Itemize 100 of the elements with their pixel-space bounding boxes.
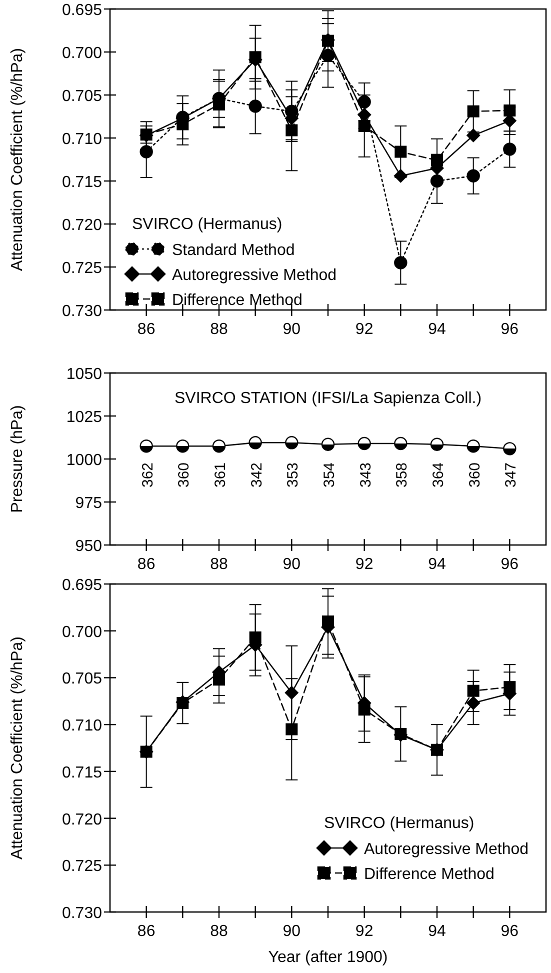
legend-label: Autoregressive Method <box>364 841 529 858</box>
legend-label: Standard Method <box>172 242 295 259</box>
text: SVIRCO STATION (IFSI/La Sapienza Coll.) <box>174 390 482 407</box>
y-tick-label: 0.710 <box>62 718 102 735</box>
x-tick-label: 96 <box>500 556 519 573</box>
y-tick-label: 1050 <box>66 366 102 383</box>
annotation: 343 <box>357 462 374 488</box>
y-tick-label: 0.715 <box>62 764 102 782</box>
x-tick-label: 96 <box>500 923 519 940</box>
legend-label: Difference Method <box>172 292 302 309</box>
point <box>248 436 262 450</box>
annotation: 353 <box>284 462 302 488</box>
point <box>286 723 298 736</box>
point <box>249 51 262 64</box>
x-tick-label: 96 <box>500 321 519 338</box>
y-axis-title: Attenuation Coefficient (%/hPa) <box>9 636 26 860</box>
annotation: 361 <box>212 462 229 488</box>
point <box>394 146 407 158</box>
point <box>321 438 335 451</box>
x-tick-label: 90 <box>282 556 301 573</box>
y-tick-label: 950 <box>75 538 102 555</box>
annotation: 360 <box>466 462 484 488</box>
y-tick-label: 1000 <box>66 452 102 469</box>
point <box>140 145 153 158</box>
point <box>504 104 516 116</box>
y-axis-title: Pressure (hPa) <box>9 405 26 513</box>
x-tick-label: 92 <box>355 923 374 940</box>
x-tick-label: 92 <box>355 321 374 338</box>
point <box>467 684 480 697</box>
x-tick-label: 90 <box>282 923 301 940</box>
y-tick-label: 0.695 <box>62 577 102 594</box>
point <box>285 436 298 450</box>
point <box>467 105 480 118</box>
point <box>431 154 443 166</box>
y-tick-label: 0.725 <box>62 858 102 876</box>
point <box>140 128 152 141</box>
legend-title: SVIRCO (Hermanus) <box>324 815 474 832</box>
y-axis-title: Attenuation Coefficient (%/hPa) <box>9 48 26 271</box>
point <box>430 174 444 188</box>
x-tick-label: 88 <box>210 923 228 940</box>
y-tick-label: 0.720 <box>62 217 102 234</box>
y-tick-label: 975 <box>75 495 102 512</box>
y-tick-label: 0.695 <box>62 2 102 19</box>
point <box>394 256 408 270</box>
legend-title: SVIRCO (Hermanus) <box>132 216 282 233</box>
x-tick-label: 94 <box>428 321 446 338</box>
point <box>140 746 152 758</box>
y-tick-label: 0.720 <box>62 811 102 828</box>
point <box>394 436 408 450</box>
point <box>503 442 516 456</box>
point <box>466 169 480 182</box>
y-tick-label: 1025 <box>66 409 102 426</box>
annotation: 347 <box>502 462 520 488</box>
y-tick-label: 0.705 <box>62 670 102 688</box>
legend-label: Autoregressive Method <box>172 267 337 284</box>
x-tick-label: 86 <box>137 321 156 338</box>
point <box>212 440 226 453</box>
legend-label: Difference Method <box>364 866 494 883</box>
point <box>176 118 189 130</box>
point <box>213 674 225 686</box>
point <box>322 615 334 628</box>
point <box>466 440 480 453</box>
point <box>504 681 516 694</box>
x-tick-label: 90 <box>282 321 301 338</box>
x-tick-label: 88 <box>210 321 228 338</box>
y-tick-label: 0.700 <box>62 45 102 62</box>
y-tick-label: 0.725 <box>62 260 102 277</box>
point <box>248 100 262 113</box>
y-tick-label: 0.730 <box>62 905 102 922</box>
x-tick-label: 92 <box>355 556 374 573</box>
point <box>358 704 370 716</box>
annotation: 362 <box>139 462 156 488</box>
y-tick-label: 0.705 <box>62 88 102 105</box>
annotation: 364 <box>430 462 447 488</box>
x-axis-title: Year (after 1900) <box>268 949 388 966</box>
annotation: 342 <box>248 462 266 488</box>
point <box>249 631 262 644</box>
y-tick-label: 0.710 <box>62 131 102 148</box>
point <box>430 438 444 451</box>
point <box>503 142 516 156</box>
annotation: 358 <box>394 462 411 488</box>
x-tick-label: 86 <box>137 556 156 573</box>
y-tick-label: 0.730 <box>62 303 102 320</box>
point <box>322 34 334 47</box>
x-tick-label: 94 <box>428 556 446 573</box>
y-tick-label: 0.700 <box>62 624 102 641</box>
point <box>286 124 298 136</box>
point <box>358 120 370 132</box>
annotation: 354 <box>321 462 338 488</box>
point <box>140 440 153 453</box>
point <box>431 744 443 756</box>
point <box>394 728 407 740</box>
point <box>176 440 190 453</box>
point <box>176 697 189 710</box>
y-tick-label: 0.715 <box>62 174 102 191</box>
point <box>358 436 371 450</box>
x-tick-label: 94 <box>428 923 446 940</box>
point <box>466 128 480 142</box>
annotation: 360 <box>176 462 193 488</box>
x-tick-label: 86 <box>137 923 156 940</box>
